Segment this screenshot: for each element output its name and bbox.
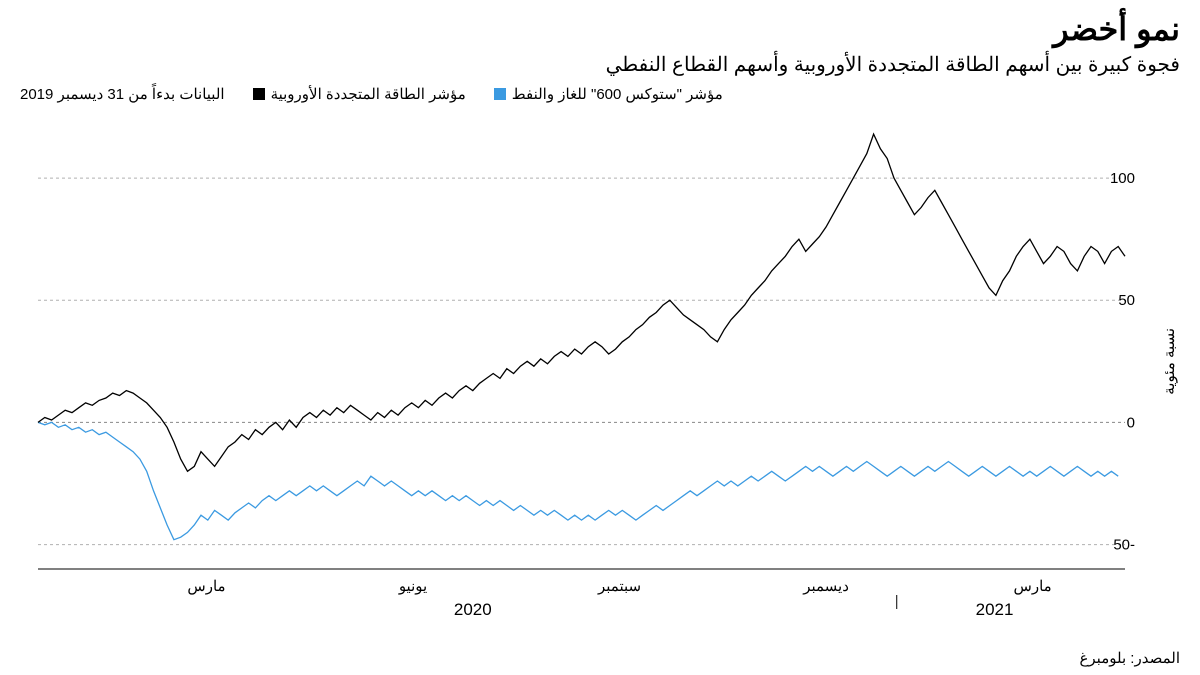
legend-swatch-2 <box>494 88 506 100</box>
svg-text:مارس: مارس <box>187 578 225 595</box>
svg-text:سبتمبر: سبتمبر <box>597 578 641 595</box>
svg-text:يونيو: يونيو <box>398 578 427 595</box>
legend-series1: مؤشر الطاقة المتجددة الأوروبية <box>253 85 466 103</box>
line-chart-svg: -50 0 50 100 مارس يونيو سبتمبر ديسمبر مارس 2020 20… <box>20 109 1180 629</box>
svg-text:50: 50 <box>1118 292 1135 309</box>
legend-series2: مؤشر "ستوكس 600" للغاز والنفط <box>494 85 723 103</box>
legend-row: البيانات بدءاً من 31 ديسمبر 2019 مؤشر ال… <box>20 85 1180 103</box>
data-note: البيانات بدءاً من 31 ديسمبر 2019 <box>20 85 225 103</box>
source-text: المصدر: بلومبرغ <box>1079 649 1180 667</box>
svg-text:0: 0 <box>1127 414 1135 431</box>
svg-text:2020: 2020 <box>454 600 492 619</box>
chart-subtitle: فجوة كبيرة بين أسهم الطاقة المتجددة الأو… <box>20 52 1180 77</box>
legend-swatch-1 <box>253 88 265 100</box>
svg-text:ديسمبر: ديسمبر <box>802 578 849 595</box>
svg-text:100: 100 <box>1110 170 1135 187</box>
svg-text:نسبة مئوية: نسبة مئوية <box>1161 328 1178 395</box>
svg-text:مارس: مارس <box>1014 578 1052 595</box>
svg-text:2021: 2021 <box>976 600 1014 619</box>
chart-title: نمو أخضر <box>20 10 1180 48</box>
svg-text:-50: -50 <box>1113 537 1135 554</box>
chart-area: -50 0 50 100 مارس يونيو سبتمبر ديسمبر مارس 2020 20… <box>20 109 1180 629</box>
